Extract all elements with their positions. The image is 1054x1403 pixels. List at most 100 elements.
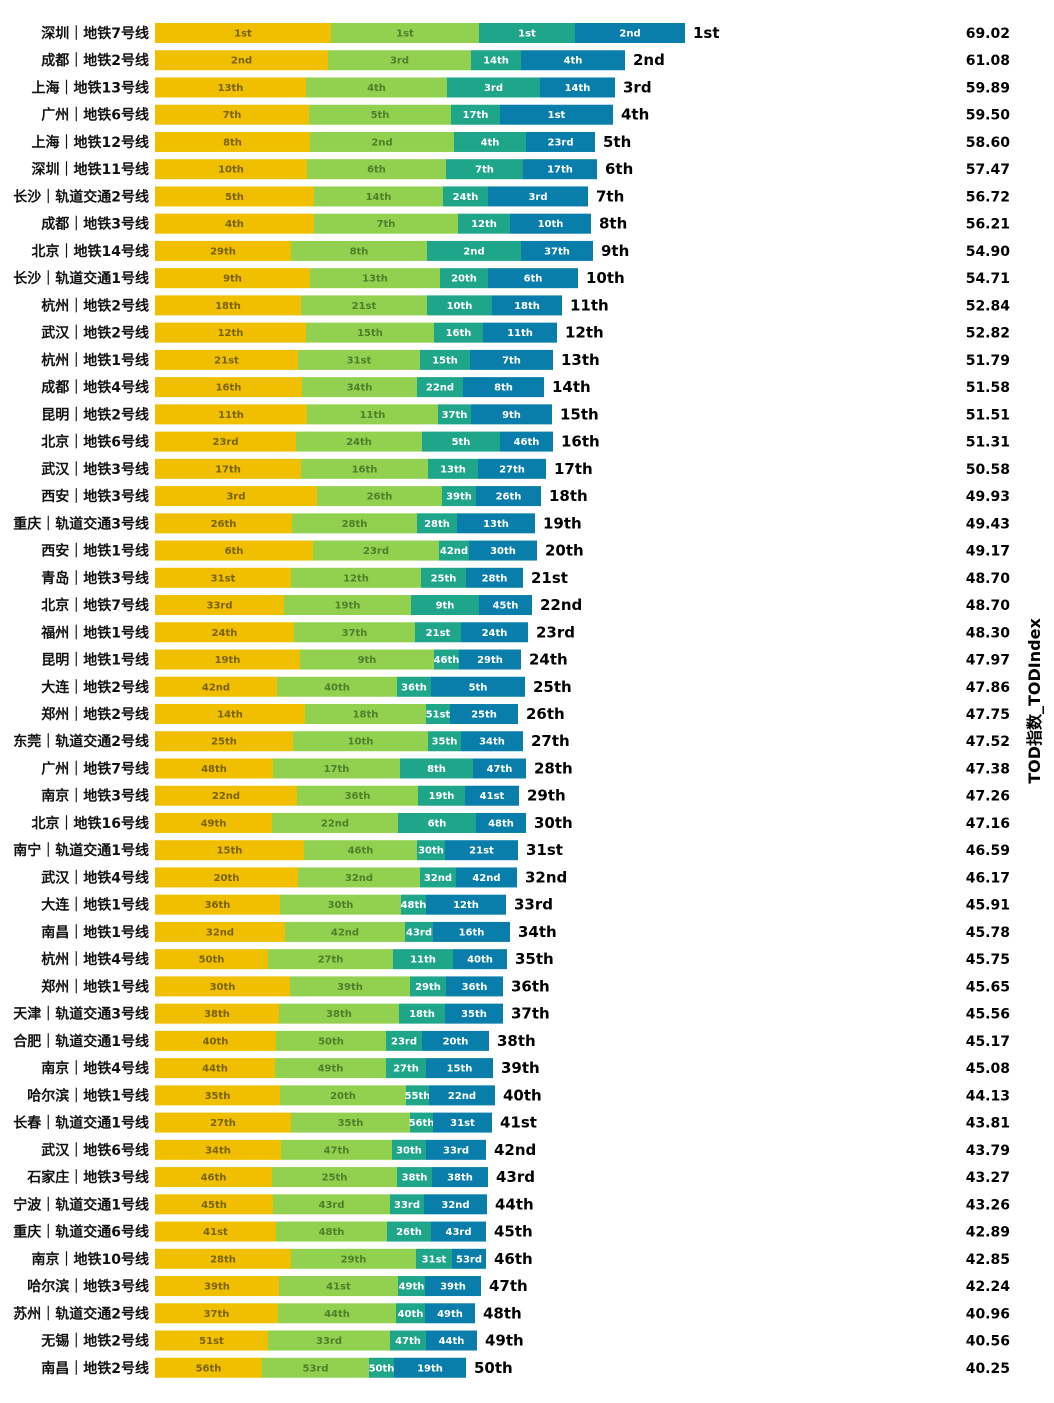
tod-index-value: 44.13 [966,1088,1010,1104]
segment-rank-label: 35th [338,1118,364,1129]
bar-segment-4 [432,1167,488,1188]
segment-rank-label: 48th [201,764,227,775]
tod-index-value: 52.84 [966,298,1011,314]
bar-segment-2 [307,404,438,425]
segment-rank-label: 40th [398,1309,424,1320]
bar-segment-1 [155,1248,291,1269]
bar-segment-1 [155,921,285,942]
row-label: 南宁｜轨道交通1号线 [13,842,149,859]
row-label: 石家庄｜地铁3号线 [26,1169,149,1186]
bar-segment-4 [465,785,519,806]
bar-segment-1 [155,567,291,588]
chart-row: 北京｜地铁14号线 29th 8th 2nd 37th 9th 54.90 [32,240,1010,261]
bar-segment-3 [401,894,426,915]
bar-segment-1 [155,704,305,724]
bar-segment-4 [426,894,506,915]
segment-rank-label: 18th [514,301,540,312]
bar-segment-3 [447,77,540,98]
bar-segment-3 [434,649,459,670]
tod-index-value: 43.81 [966,1116,1010,1132]
tod-index-value: 54.71 [966,271,1010,287]
bar-segment-4 [492,295,562,316]
bar-segment-3 [390,1330,426,1351]
chart-row: 郑州｜地铁2号线 14th 18th 51st 25th 26th 47.75 [41,704,1010,724]
bar-segment-1 [155,812,272,833]
bar-segment-3 [406,1085,429,1106]
bar-segment-1 [155,268,310,289]
segment-rank-label: 49th [437,1309,463,1320]
segment-rank-label: 37th [204,1309,230,1320]
segment-rank-label: 43rd [406,927,432,938]
segment-rank-label: 51st [426,710,451,721]
bar-segment-3 [428,731,461,752]
chart-row: 杭州｜地铁4号线 50th 27th 11th 40th 35th 45.75 [41,949,1010,970]
tod-index-value: 48.70 [966,571,1011,587]
bar-segment-4 [476,486,541,507]
bar-segment-1 [155,622,294,643]
segment-rank-label: 15th [357,328,383,339]
bar-segment-2 [300,649,434,670]
segment-rank-label: 46th [348,846,374,857]
bar-segment-1 [155,1357,262,1378]
chart-row: 宁波｜轨道交通1号线 45th 43rd 33rd 32nd 44th 43.26 [13,1194,1010,1215]
tod-index-value: 49.93 [966,489,1010,505]
segment-rank-label: 25th [322,1173,348,1184]
segment-rank-label: 26th [396,1227,422,1238]
segment-rank-label: 36th [345,791,371,802]
chart-row: 广州｜地铁7号线 48th 17th 8th 47th 28th 47.38 [41,758,1010,779]
segment-rank-label: 24th [346,437,372,448]
bar-segment-4 [526,131,595,152]
bar-segment-3 [420,867,456,888]
bar-segment-1 [155,867,298,888]
segment-rank-label: 18th [215,301,241,312]
segment-rank-label: 3rd [528,192,547,203]
segment-rank-label: 44th [439,1336,465,1347]
segment-rank-label: 46th [201,1173,227,1184]
segment-rank-label: 53rd [302,1363,328,1374]
row-label: 北京｜地铁16号线 [32,815,149,832]
row-label: 哈尔滨｜地铁1号线 [27,1087,149,1104]
row-label: 哈尔滨｜地铁3号线 [27,1278,149,1295]
row-label: 天津｜轨道交通3号线 [13,1006,149,1023]
segment-rank-label: 41st [326,1282,351,1293]
segment-rank-label: 45th [493,601,519,612]
row-label: 长沙｜轨道交通1号线 [13,270,149,287]
bar-segment-2 [306,322,434,343]
bar-segment-1 [155,731,293,752]
row-label: 昆明｜地铁2号线 [41,406,149,423]
overall-rank-label: 41st [500,1114,537,1132]
segment-rank-label: 31st [347,355,372,366]
bar-segment-1 [155,186,314,207]
chart-row: 杭州｜地铁1号线 21st 31st 15th 7th 13th 51.79 [41,349,1010,370]
segment-rank-label: 20th [330,1091,356,1102]
bar-segment-4 [394,1357,466,1378]
overall-rank-label: 10th [586,269,625,287]
bar-segment-1 [155,513,292,534]
segment-rank-label: 7th [502,355,521,366]
bar-segment-2 [309,104,451,125]
chart-row: 成都｜地铁2号线 2nd 3rd 14th 4th 2nd 61.08 [41,50,1010,71]
segment-rank-label: 8th [427,764,446,775]
bar-segment-2 [304,840,417,861]
segment-rank-label: 38th [402,1173,428,1184]
segment-rank-label: 5th [225,192,244,203]
segment-rank-label: 47th [324,1145,350,1156]
row-label: 南京｜地铁4号线 [41,1060,149,1077]
bar-segment-3 [421,567,466,588]
bar-segment-2 [291,240,427,261]
segment-rank-label: 17th [324,764,350,775]
bar-segment-3 [442,486,476,507]
segment-rank-label: 35th [205,1091,231,1102]
chart-row: 上海｜地铁13号线 13th 4th 3rd 14th 3rd 59.89 [32,77,1010,98]
bar-segment-2 [331,23,479,43]
chart-row: 东莞｜轨道交通2号线 25th 10th 35th 34th 27th 47.52 [13,731,1010,752]
bar-segment-4 [500,431,553,452]
bar-segment-4 [461,622,528,643]
bar-segment-2 [268,1330,390,1351]
bar-segment-1 [155,1167,272,1188]
segment-rank-label: 25th [471,710,497,721]
overall-rank-label: 28th [534,759,573,777]
bar-segment-4 [422,1030,489,1051]
chart-row: 北京｜地铁7号线 33rd 19th 9th 45th 22nd 48.70 [41,595,1010,616]
segment-rank-label: 39th [204,1282,230,1293]
